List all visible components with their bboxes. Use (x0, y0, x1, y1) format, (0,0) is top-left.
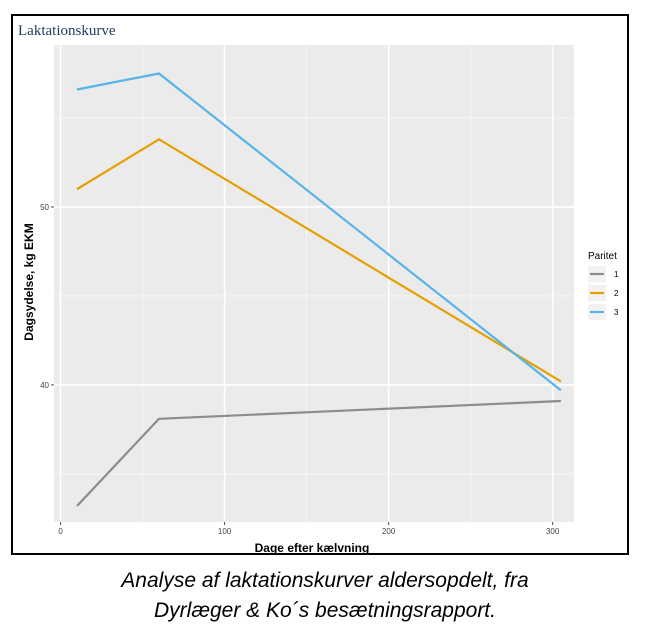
caption-line-2: Dyrlæger & Ko´s besætningsrapport. (154, 599, 496, 622)
x-axis-label: Dage efter kælvning (255, 541, 370, 555)
x-tick-label: 200 (382, 527, 396, 536)
plot-background (54, 45, 574, 522)
series-group (76, 72, 562, 507)
figure-caption: Analyse af laktationskurver aldersopdelt… (0, 566, 650, 626)
panel-title: Laktationskurve (18, 23, 116, 39)
axes: 0 100 200 300 40 50 (40, 203, 560, 536)
series-line-paritet-1 (76, 399, 561, 507)
legend: 1 2 3 (588, 266, 619, 320)
y-axis-label: Dagsydelse, kg EKM (22, 223, 36, 340)
legend-label-1: 1 (614, 270, 619, 279)
y-tick-label: 50 (40, 203, 49, 212)
caption-line-1: Analyse af laktationskurver aldersopdelt… (121, 569, 529, 592)
x-tick-label: 100 (218, 527, 232, 536)
series-line-paritet-2 (76, 138, 562, 383)
line-chart: 0 100 200 300 40 50 Dage efter kælvning Dagsy… (22, 45, 619, 555)
x-tick-label: 300 (546, 527, 560, 536)
x-tick-label: 0 (58, 527, 63, 536)
grid-minor (54, 45, 574, 522)
legend-title: Paritet (588, 251, 617, 262)
legend-label-3: 3 (614, 308, 619, 317)
series-line-paritet-3 (76, 72, 562, 392)
legend-label-2: 2 (614, 289, 619, 298)
y-tick-label: 40 (40, 381, 49, 390)
